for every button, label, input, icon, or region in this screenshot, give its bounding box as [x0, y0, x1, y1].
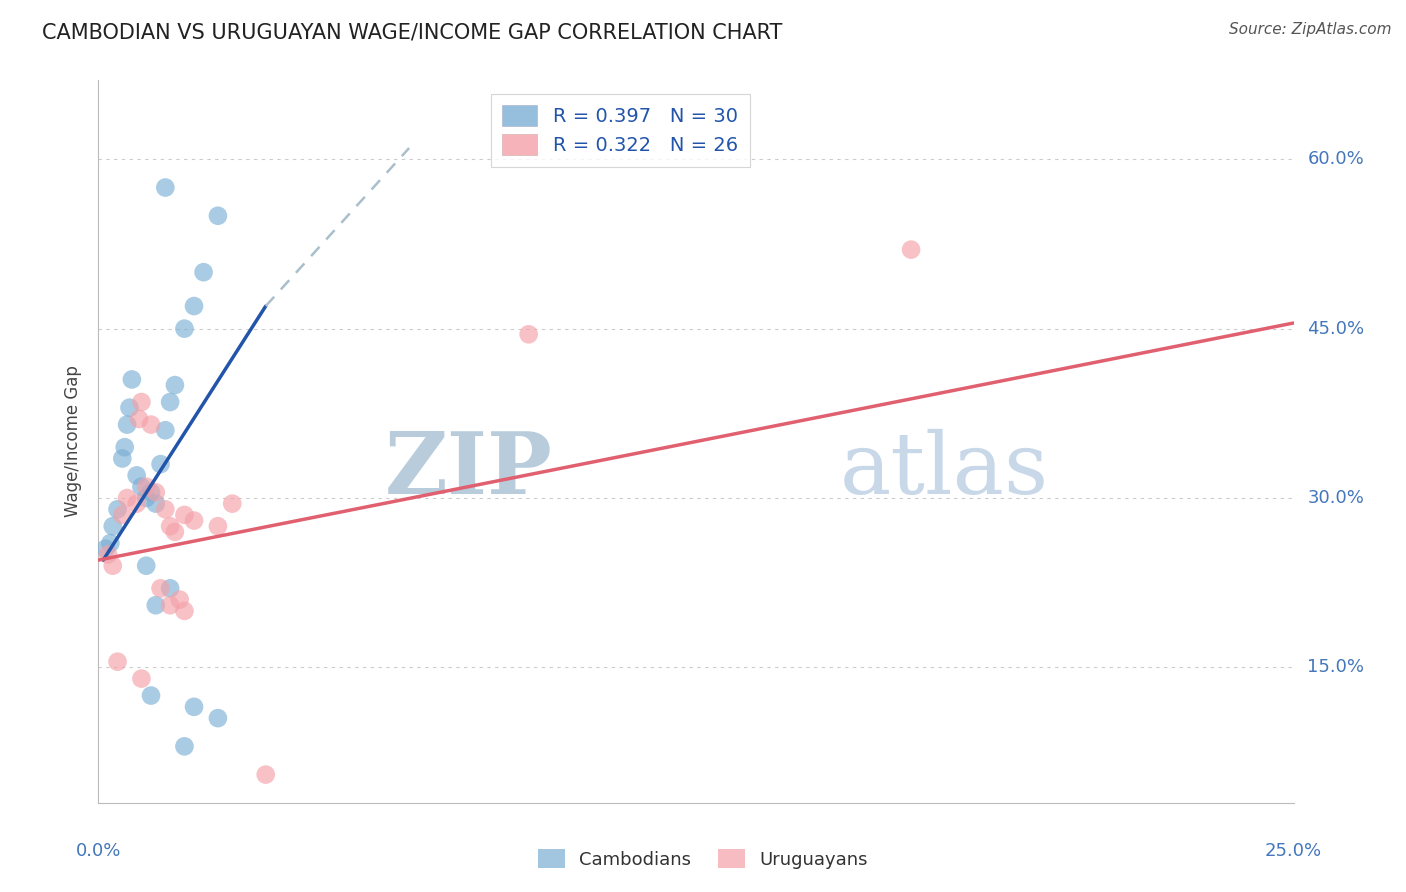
Point: [173, 739, 195, 754]
Point: [193, 265, 215, 279]
Text: 15.0%: 15.0%: [1308, 658, 1364, 676]
Point: [163, 524, 186, 539]
Point: [128, 412, 150, 426]
Point: [111, 508, 134, 522]
Point: [111, 451, 134, 466]
Point: [221, 497, 243, 511]
Point: [159, 599, 181, 613]
Point: [131, 480, 153, 494]
Point: [125, 497, 148, 511]
Point: [183, 514, 205, 528]
Point: [139, 417, 162, 432]
Point: [107, 502, 129, 516]
Y-axis label: Wage/Income Gap: Wage/Income Gap: [65, 366, 83, 517]
Legend: R = 0.397   N = 30, R = 0.322   N = 26: R = 0.397 N = 30, R = 0.322 N = 26: [491, 94, 749, 167]
Point: [139, 485, 162, 500]
Point: [149, 457, 172, 471]
Point: [94, 541, 117, 556]
Point: [173, 321, 195, 335]
Point: [115, 491, 138, 505]
Text: atlas: atlas: [839, 429, 1049, 512]
Point: [155, 180, 177, 194]
Point: [145, 599, 167, 613]
Point: [155, 502, 177, 516]
Point: [118, 401, 141, 415]
Point: [159, 395, 181, 409]
Text: CAMBODIAN VS URUGUAYAN WAGE/INCOME GAP CORRELATION CHART: CAMBODIAN VS URUGUAYAN WAGE/INCOME GAP C…: [42, 22, 783, 42]
Point: [101, 558, 124, 573]
Point: [900, 243, 922, 257]
Point: [131, 672, 153, 686]
Point: [121, 372, 143, 386]
Point: [145, 497, 167, 511]
Point: [115, 417, 138, 432]
Text: Source: ZipAtlas.com: Source: ZipAtlas.com: [1229, 22, 1392, 37]
Point: [114, 440, 136, 454]
Point: [125, 468, 148, 483]
Point: [163, 378, 186, 392]
Point: [135, 491, 157, 505]
Point: [101, 519, 124, 533]
Point: [173, 508, 195, 522]
Text: 0.0%: 0.0%: [76, 842, 121, 860]
Point: [139, 689, 162, 703]
Text: 45.0%: 45.0%: [1308, 319, 1365, 338]
Point: [135, 558, 157, 573]
Point: [173, 604, 195, 618]
Point: [207, 711, 229, 725]
Point: [207, 519, 229, 533]
Text: 25.0%: 25.0%: [1265, 842, 1322, 860]
Legend: Cambodians, Uruguayans: Cambodians, Uruguayans: [530, 842, 876, 876]
Point: [183, 699, 205, 714]
Text: ZIP: ZIP: [385, 428, 553, 512]
Point: [169, 592, 191, 607]
Point: [145, 485, 167, 500]
Text: 30.0%: 30.0%: [1308, 489, 1364, 507]
Text: 60.0%: 60.0%: [1308, 151, 1364, 169]
Point: [155, 423, 177, 437]
Point: [254, 767, 277, 781]
Point: [159, 582, 181, 596]
Point: [131, 395, 153, 409]
Point: [149, 582, 172, 596]
Point: [207, 209, 229, 223]
Point: [183, 299, 205, 313]
Point: [517, 327, 540, 342]
Point: [159, 519, 181, 533]
Point: [97, 548, 120, 562]
Point: [98, 536, 122, 550]
Point: [135, 480, 157, 494]
Point: [107, 655, 129, 669]
